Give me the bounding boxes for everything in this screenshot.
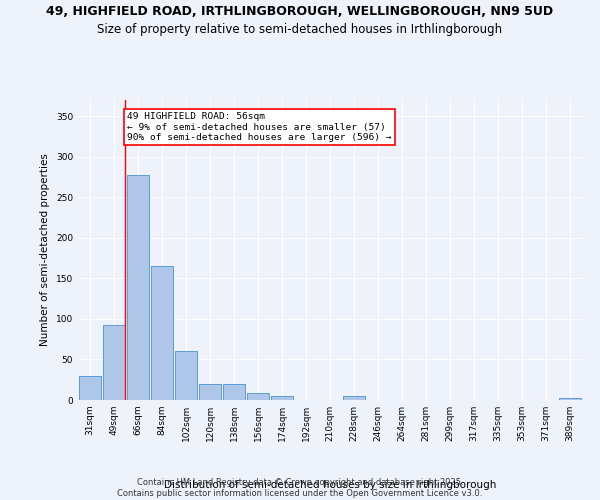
Bar — [79, 376, 101, 400]
Text: 49, HIGHFIELD ROAD, IRTHLINGBOROUGH, WELLINGBOROUGH, NN9 5UD: 49, HIGHFIELD ROAD, IRTHLINGBOROUGH, WEL… — [46, 5, 554, 18]
Bar — [103, 324, 125, 400]
Bar — [127, 174, 149, 400]
Bar — [271, 396, 293, 400]
Text: Size of property relative to semi-detached houses in Irthlingborough: Size of property relative to semi-detach… — [97, 22, 503, 36]
Bar — [151, 266, 173, 400]
Bar — [199, 384, 221, 400]
Bar — [559, 398, 581, 400]
Text: 49 HIGHFIELD ROAD: 56sqm
← 9% of semi-detached houses are smaller (57)
90% of se: 49 HIGHFIELD ROAD: 56sqm ← 9% of semi-de… — [127, 112, 392, 142]
Y-axis label: Number of semi-detached properties: Number of semi-detached properties — [40, 154, 50, 346]
Bar — [223, 384, 245, 400]
Bar — [343, 396, 365, 400]
Text: Distribution of semi-detached houses by size in Irthlingborough: Distribution of semi-detached houses by … — [164, 480, 496, 490]
Bar — [247, 392, 269, 400]
Text: Contains HM Land Registry data © Crown copyright and database right 2025.
Contai: Contains HM Land Registry data © Crown c… — [118, 478, 482, 498]
Bar — [175, 352, 197, 400]
